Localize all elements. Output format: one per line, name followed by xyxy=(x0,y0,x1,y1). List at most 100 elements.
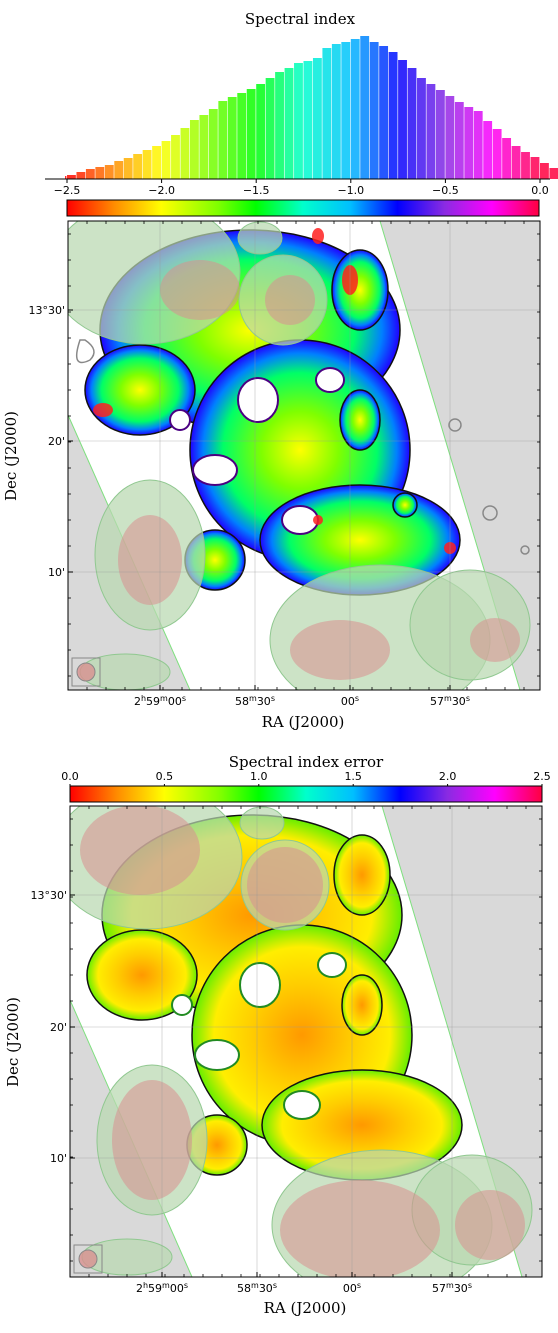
hist-bar xyxy=(445,96,455,179)
hist-bar xyxy=(530,157,540,179)
error-colorbar xyxy=(69,785,543,803)
hist-bar xyxy=(218,101,228,179)
masked-region-right xyxy=(380,221,540,690)
top-dec-ticks: 13°30' 20' 10' xyxy=(28,304,73,579)
error-colorbar-tick-label: 2.5 xyxy=(533,770,551,783)
hist-bar xyxy=(265,78,275,179)
hist-bar xyxy=(369,42,379,179)
ra-tick-label: 2h​59m​00s​ xyxy=(136,1281,188,1295)
hist-bar xyxy=(407,68,417,179)
bottom-map-frame xyxy=(69,805,543,1278)
hist-bar xyxy=(246,89,256,179)
error-colorbar-tick-label: 1.0 xyxy=(250,770,268,783)
masked-region-right-b xyxy=(382,806,542,1277)
dec-tick-label: 13°30' xyxy=(28,304,65,317)
hist-bar xyxy=(65,176,67,179)
hist-bar xyxy=(483,121,493,179)
hist-bar xyxy=(350,39,360,179)
hist-bar xyxy=(540,163,549,179)
hist-tick-label: −2.5 xyxy=(54,184,81,197)
hist-tick-label: −1.0 xyxy=(337,184,364,197)
hist-bar xyxy=(549,168,558,179)
holes-b xyxy=(171,952,347,1120)
hist-bar xyxy=(104,165,114,179)
ra-tick-label: 2h​59m​00s​ xyxy=(134,694,186,708)
hist-bar xyxy=(180,128,190,179)
bottom-dec-ticks: 13°30' 20' 10' xyxy=(30,889,75,1165)
hist-tick-label: −1.5 xyxy=(243,184,270,197)
hist-bar xyxy=(426,84,436,179)
dec-tick-label: 13°30' xyxy=(30,889,67,902)
hist-bar xyxy=(208,109,218,179)
error-colorbar-tick-label: 0.5 xyxy=(156,770,174,783)
top-ra-ticks: 2h​59m​00s​ 58m​30s​ 00s​ 57m​30s​ xyxy=(134,685,470,708)
masked-sources xyxy=(68,221,531,690)
hist-bar xyxy=(398,60,407,179)
top-map-minor-ticks xyxy=(68,221,540,690)
beam-ellipse-b xyxy=(78,1249,98,1269)
dec-tick-label: 20' xyxy=(50,1021,67,1034)
dec-tick-label: 20' xyxy=(48,435,65,448)
hist-tick-label: −0.5 xyxy=(432,184,459,197)
hist-bar xyxy=(454,102,464,179)
hist-bar xyxy=(161,141,171,179)
hist-bar xyxy=(360,36,370,179)
hist-bar xyxy=(199,115,209,179)
masked-source-cores-b xyxy=(80,806,525,1277)
masked-source-cores xyxy=(118,260,520,680)
hist-bar xyxy=(114,161,124,179)
hist-bar xyxy=(417,78,426,179)
top-x-axis-label: RA (J2000) xyxy=(262,713,345,731)
ra-tick-label: 58m​30s​ xyxy=(237,1281,277,1295)
hist-x-axis: −2.5 −2.0 −1.5 −1.0 −0.5 0.0 xyxy=(54,179,549,197)
hist-bar xyxy=(502,138,512,179)
top-map-frame xyxy=(67,220,541,691)
hist-bar xyxy=(189,120,199,179)
hist-bar xyxy=(284,68,294,179)
hist-bar xyxy=(227,97,237,179)
hist-bar xyxy=(256,84,266,179)
error-title: Spectral index error xyxy=(229,753,384,771)
outer-contours xyxy=(75,339,530,555)
bottom-y-axis-label: Dec (J2000) xyxy=(4,997,22,1087)
hist-bar xyxy=(312,58,322,179)
hist-bar xyxy=(379,46,389,179)
error-colorbar-tick-label: 2.0 xyxy=(439,770,457,783)
hist-bar xyxy=(67,175,76,179)
hist-tick-label: 0.0 xyxy=(531,184,549,197)
ra-tick-label: 00s​ xyxy=(341,694,359,708)
hist-bar xyxy=(473,111,483,179)
error-colorbar-tick-label: 1.5 xyxy=(344,770,362,783)
spectral-index-colorbar xyxy=(66,199,540,217)
ra-tick-label: 58m​30s​ xyxy=(235,694,275,708)
spectral-index-map xyxy=(67,220,541,691)
hotspots xyxy=(93,228,456,554)
ra-tick-label: 57m​30s​ xyxy=(432,1281,472,1295)
hist-bar xyxy=(521,152,530,179)
hist-bar xyxy=(322,48,332,179)
beam-box-b xyxy=(73,1244,103,1274)
dec-tick-label: 10' xyxy=(50,1152,67,1165)
hist-bar xyxy=(142,150,152,179)
bottom-map-minor-ticks xyxy=(70,806,542,1277)
beam-ellipse xyxy=(76,662,96,682)
hist-bar xyxy=(152,146,161,179)
hist-bar xyxy=(303,61,313,179)
hist-bar xyxy=(464,107,474,179)
grid-top xyxy=(68,221,540,690)
hist-bar xyxy=(133,154,143,179)
grid-bottom xyxy=(70,806,542,1277)
hist-bar xyxy=(95,167,105,179)
histogram xyxy=(65,36,558,179)
error-colorbar-tick-label: 0.0 xyxy=(61,770,79,783)
hist-bar xyxy=(275,72,284,179)
hist-bar xyxy=(76,172,86,179)
hist-bar xyxy=(492,129,502,179)
hist-bar xyxy=(294,63,303,179)
ra-tick-label: 57m​30s​ xyxy=(430,694,470,708)
error-colorbar-ticks: 0.0 0.5 1.0 1.5 2.0 2.5 xyxy=(61,770,551,786)
ra-tick-label: 00s​ xyxy=(343,1281,361,1295)
hist-tick-label: −2.0 xyxy=(148,184,175,197)
hist-bar xyxy=(85,169,95,179)
